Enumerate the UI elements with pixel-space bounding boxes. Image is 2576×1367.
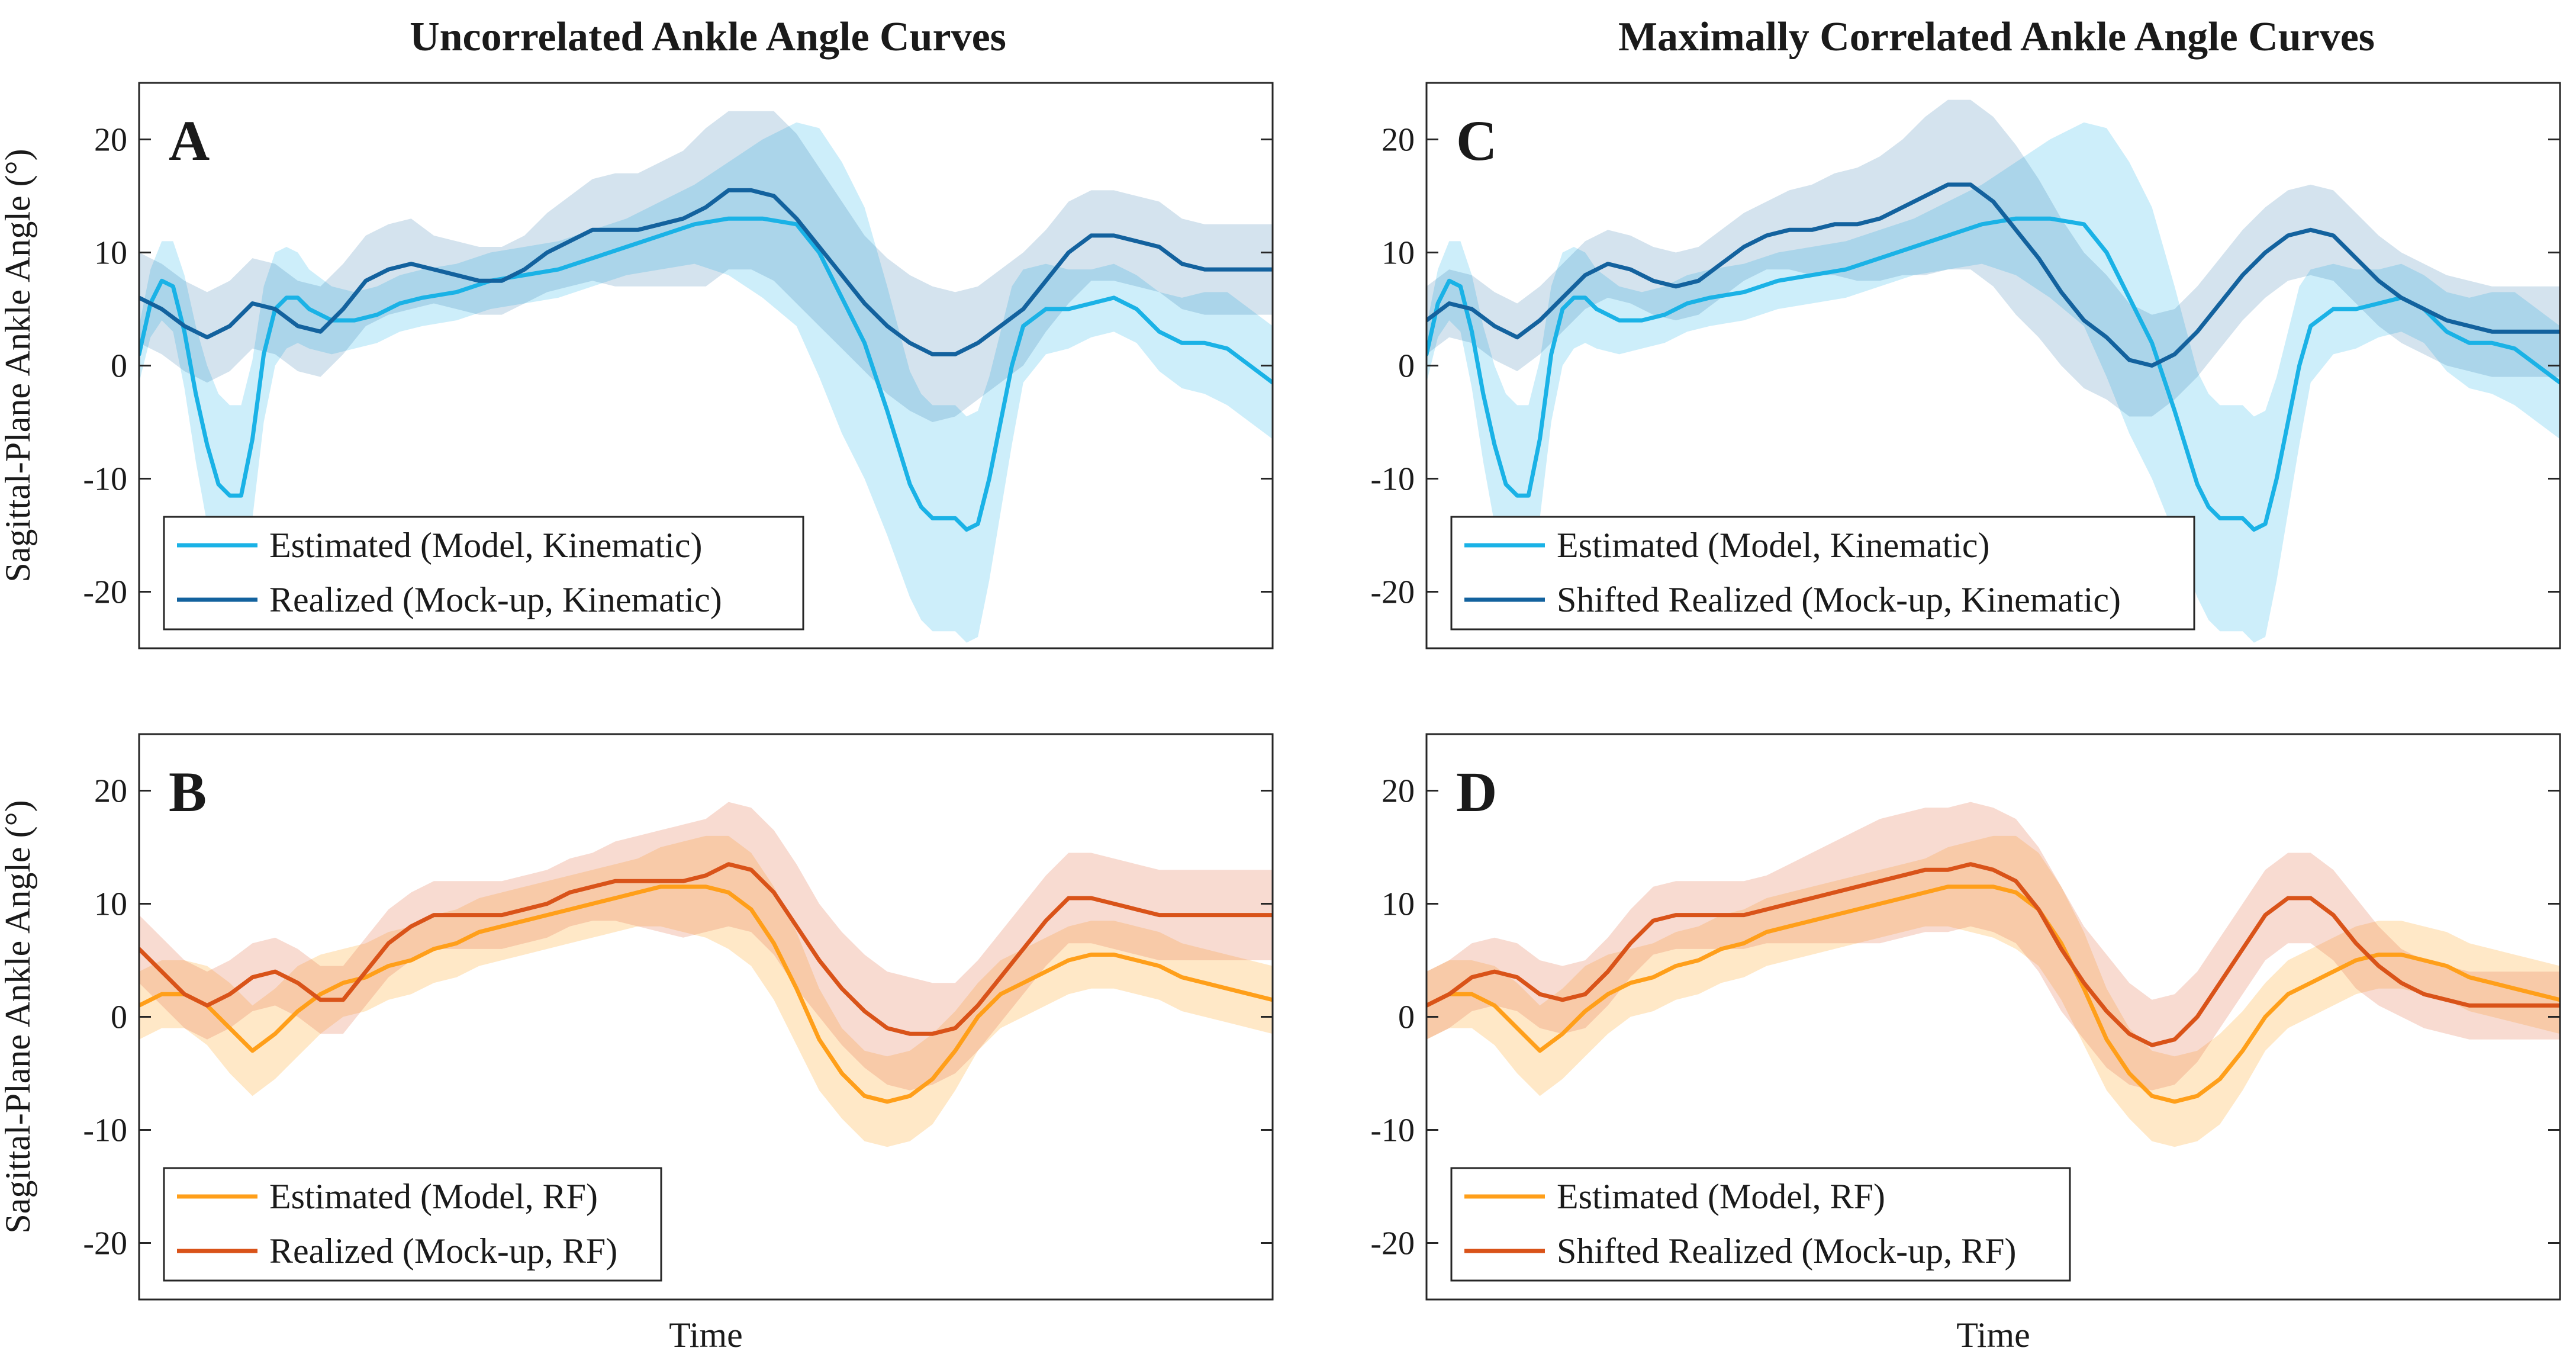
- legend-label: Realized (Mock-up, RF): [269, 1231, 617, 1270]
- series-line-1: [139, 216, 1273, 532]
- panel-letter: D: [1456, 760, 1497, 824]
- y-axis-label: Sagittal-Plane Ankle Angle (°): [0, 800, 37, 1233]
- panel-c: 20 10 0 -10 -20 C Estimated (Model, Kinematic)…: [1370, 82, 2561, 649]
- x-axis-label: Time: [669, 1315, 743, 1355]
- series-band-1: [139, 122, 1273, 643]
- legend-label: Realized (Mock-up, Kinematic): [269, 580, 722, 619]
- y-tick-label: -10: [83, 1112, 127, 1149]
- panels: 20 10 0 -10 -20 Sagittal-Plane Ankle Angle (°…: [0, 82, 2561, 1355]
- y-tick-label: 0: [111, 348, 127, 385]
- legend-box: [1450, 1167, 2071, 1282]
- panel-d: 20 10 0 -10 -20 Time D Estimated (Model, RF) Shi…: [1370, 733, 2561, 1355]
- series-line-2: [1427, 862, 2560, 1047]
- y-tick-label: -20: [1370, 1226, 1415, 1262]
- legend-box: [163, 1167, 662, 1282]
- plot-content: [139, 802, 1273, 1147]
- y-tick-label: 20: [94, 122, 127, 159]
- legend-label: Shifted Realized (Mock-up, RF): [1557, 1231, 2017, 1270]
- y-tick-label: 10: [1382, 886, 1415, 923]
- y-tick-label: 0: [1398, 999, 1415, 1036]
- legend: Estimated (Model, RF) Realized (Mock-up, …: [163, 1167, 662, 1282]
- y-tick-label: 20: [1382, 773, 1415, 810]
- plot-content: [139, 111, 1273, 643]
- x-axis-label: Time: [1956, 1315, 2030, 1355]
- panel-b: 20 10 0 -10 -20 Sagittal-Plane Ankle Angle (°…: [0, 733, 1274, 1355]
- y-tick-label: 0: [1398, 348, 1415, 385]
- series-line-1: [139, 884, 1273, 1104]
- y-tick-label: -20: [1370, 574, 1415, 611]
- legend-label: Estimated (Model, Kinematic): [1557, 526, 1989, 565]
- panel-letter: C: [1456, 109, 1497, 172]
- series-line-2: [139, 188, 1273, 356]
- plot-content: [1427, 99, 2560, 643]
- y-tick-label: -10: [1370, 461, 1415, 498]
- legend-box: [1450, 516, 2195, 631]
- series-band-2: [1427, 802, 2560, 1091]
- series-band-1: [1427, 835, 2560, 1147]
- column-title-left: Uncorrelated Ankle Angle Curves: [410, 14, 1006, 60]
- series-band-1: [139, 835, 1273, 1147]
- column-title-right: Maximally Correlated Ankle Angle Curves: [1618, 14, 2375, 60]
- legend: Estimated (Model, Kinematic) Realized (Mo…: [163, 516, 804, 631]
- y-tick-label: -20: [83, 574, 127, 611]
- series-band-2: [1427, 99, 2560, 417]
- y-tick-label: 10: [94, 235, 127, 272]
- y-tick-label: 0: [111, 999, 127, 1036]
- legend: Estimated (Model, RF) Shifted Realized (M…: [1450, 1167, 2071, 1282]
- series-line-1: [1427, 216, 2560, 532]
- y-tick-label: 10: [94, 886, 127, 923]
- series-line-2: [139, 862, 1273, 1036]
- panel-a: 20 10 0 -10 -20 Sagittal-Plane Ankle Angle (°…: [0, 82, 1274, 649]
- y-tick-label: -20: [83, 1226, 127, 1262]
- y-axis-label: Sagittal-Plane Ankle Angle (°): [0, 149, 37, 582]
- y-tick-label: 20: [1382, 122, 1415, 159]
- series-line-2: [1427, 182, 2560, 368]
- legend-label: Estimated (Model, RF): [269, 1177, 598, 1216]
- y-tick-label: 10: [1382, 235, 1415, 272]
- plot-content: [1427, 802, 2560, 1147]
- legend-label: Shifted Realized (Mock-up, Kinematic): [1557, 580, 2121, 619]
- legend-label: Estimated (Model, RF): [1557, 1177, 1885, 1216]
- series-band-2: [139, 802, 1273, 1091]
- legend-box: [163, 516, 804, 631]
- panel-letter: B: [169, 760, 207, 824]
- y-tick-label: 20: [94, 773, 127, 810]
- legend-label: Estimated (Model, Kinematic): [269, 526, 702, 565]
- y-tick-label: -10: [83, 461, 127, 498]
- legend: Estimated (Model, Kinematic) Shifted Real…: [1450, 516, 2195, 631]
- series-band-1: [1427, 122, 2560, 643]
- series-band-2: [139, 111, 1273, 423]
- panel-letter: A: [169, 109, 210, 172]
- y-tick-label: -10: [1370, 1112, 1415, 1149]
